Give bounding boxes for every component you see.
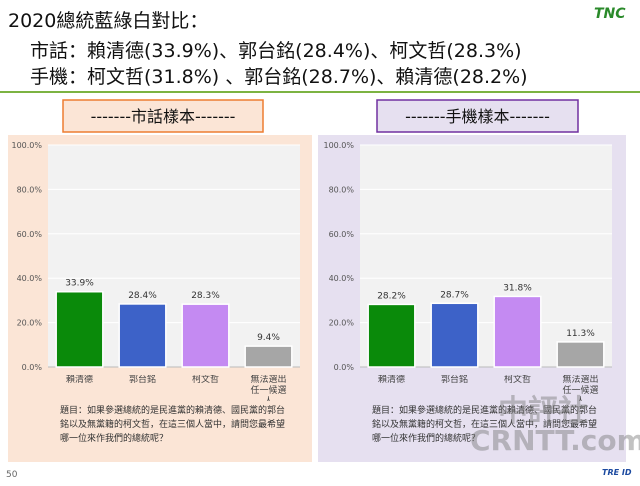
x-tick-label-box: 柯文哲 [503, 375, 531, 385]
page-number: 50 [6, 470, 18, 480]
summary-line: 手機：柯文哲(31.8%) 、郭台銘(28.7%)、賴清德(28.2%) [30, 66, 528, 88]
x-tick-label-box: 郭台銘 [128, 375, 156, 385]
bar [493, 295, 542, 368]
x-tick-label-box: 無法選出 任一候選人 [562, 375, 599, 401]
y-tick-label: 80.0% [17, 185, 43, 194]
y-tick-label: 100.0% [11, 141, 42, 150]
y-tick-label: 40.0% [329, 274, 355, 283]
x-tick-label-box: 柯文哲 [191, 375, 219, 385]
value-label: 28.4% [128, 291, 157, 301]
x-tick-label: 郭台銘 [440, 375, 468, 385]
x-tick-label: 柯文哲 [191, 375, 219, 385]
value-label: 28.2% [377, 291, 406, 301]
divider [0, 91, 640, 93]
chart-title: -------手機樣本------- [405, 107, 550, 126]
value-label: 28.3% [191, 291, 220, 301]
question-note: 題目：如果參選總統的是民進黨的賴清德、國民黨的郭台銘以及無黨籍的柯文哲，在這三個… [372, 406, 598, 444]
x-tick-label-box: 賴清德 [65, 375, 93, 385]
x-tick-label: 柯文哲 [503, 375, 531, 385]
x-tick-label: 無法選出 任一候選人 [250, 375, 287, 401]
bar [244, 345, 293, 368]
y-tick-label: 100.0% [323, 141, 354, 150]
summary-line: 市話：賴清德(33.9%)、郭台銘(28.4%)、柯文哲(28.3%) [30, 40, 522, 62]
bar [118, 303, 167, 368]
y-tick-label: 0.0% [334, 363, 355, 372]
y-tick-label: 60.0% [329, 230, 355, 239]
bar [367, 303, 416, 368]
bar [430, 302, 479, 368]
logo: TNC [594, 6, 626, 22]
y-tick-label: 20.0% [329, 319, 355, 328]
footer-logo: TRE ID [602, 468, 632, 477]
y-tick-label: 20.0% [17, 319, 43, 328]
x-tick-label: 郭台銘 [128, 375, 156, 385]
chart-title-box [62, 99, 264, 133]
bar [181, 303, 230, 368]
value-label: 33.9% [65, 279, 94, 289]
chart-title: -------市話樣本------- [91, 107, 236, 126]
x-tick-label: 無法選出 任一候選人 [562, 375, 599, 401]
slide-title: 2020總統藍綠白對比： [8, 10, 209, 32]
y-tick-label: 80.0% [329, 185, 355, 194]
x-tick-label-box: 賴清德 [377, 375, 405, 385]
y-tick-label: 0.0% [22, 363, 43, 372]
value-label: 28.7% [440, 290, 469, 300]
chart-title-box [376, 99, 579, 133]
x-tick-label-box: 郭台銘 [440, 375, 468, 385]
question-note: 題目：如果參選總統的是民進黨的賴清德、國民黨的郭台銘以及無黨籍的柯文哲，在這三個… [60, 406, 286, 444]
x-tick-label: 賴清德 [377, 375, 405, 385]
question-note-box: 題目：如果參選總統的是民進黨的賴清德、國民黨的郭台銘以及無黨籍的柯文哲，在這三個… [60, 406, 286, 444]
value-label: 31.8% [503, 283, 532, 293]
bar [556, 341, 605, 368]
watermark: 中評社 [498, 394, 588, 429]
bar [55, 290, 104, 368]
x-tick-label: 賴清德 [65, 375, 93, 385]
watermark: CRNTT.com [470, 424, 640, 457]
value-label: 9.4% [257, 333, 280, 343]
y-tick-label: 60.0% [17, 230, 43, 239]
question-note-box: 題目：如果參選總統的是民進黨的賴清德、國民黨的郭台銘以及無黨籍的柯文哲，在這三個… [372, 406, 598, 444]
x-tick-label-box: 無法選出 任一候選人 [250, 375, 287, 401]
y-tick-label: 40.0% [17, 274, 43, 283]
value-label: 11.3% [566, 329, 595, 339]
